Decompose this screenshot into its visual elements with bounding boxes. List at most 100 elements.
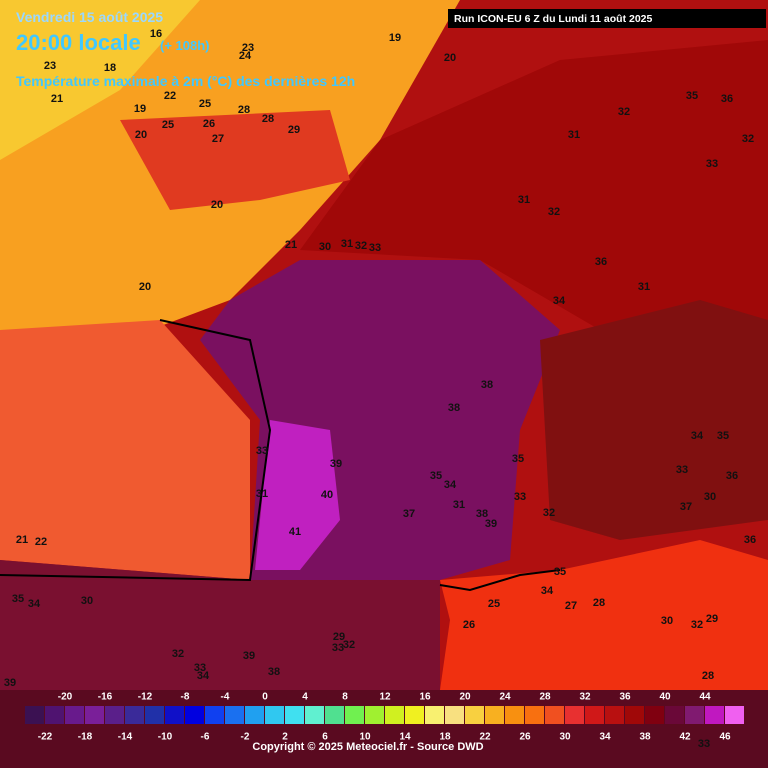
temperature-label: 19 [134, 103, 146, 115]
color-swatch [525, 706, 544, 724]
color-swatch [45, 706, 64, 724]
temperature-label: 36 [744, 534, 756, 546]
temperature-label: 38 [448, 402, 460, 414]
temperature-label: 39 [485, 518, 497, 530]
temperature-label: 30 [661, 615, 673, 627]
temperature-label: 32 [742, 133, 754, 145]
temperature-label: 26 [463, 619, 475, 631]
legend-label: -4 [221, 692, 230, 703]
temperature-label: 35 [12, 593, 24, 605]
temperature-label: 28 [262, 113, 274, 125]
legend-label: -2 [241, 732, 250, 743]
temperature-label: 20 [211, 199, 223, 211]
legend-label: 12 [379, 692, 391, 703]
color-swatch [325, 706, 344, 724]
color-swatch [645, 706, 664, 724]
temperature-label: 31 [256, 488, 268, 500]
temperature-label: 38 [481, 379, 493, 391]
temperature-label: 33 [514, 491, 526, 503]
temperature-label: 34 [444, 479, 457, 491]
color-swatch [445, 706, 464, 724]
legend-label: -12 [138, 692, 153, 703]
temperature-label: 21 [16, 534, 28, 546]
temperature-label: 31 [568, 129, 580, 141]
temperature-label: 22 [164, 90, 176, 102]
temperature-label: 20 [444, 52, 456, 64]
temperature-label: 28 [593, 597, 605, 609]
color-swatch [225, 706, 244, 724]
copyright: Copyright © 2025 Meteociel.fr - Source D… [252, 741, 483, 753]
temperature-label: 29 [333, 631, 345, 643]
parameter: Température maximale à 2m (°C) des derni… [16, 73, 355, 89]
legend-label: 0 [262, 692, 268, 703]
legend-label: 44 [699, 692, 711, 703]
temperature-label: 36 [721, 93, 733, 105]
legend-label: -20 [58, 692, 73, 703]
legend-label: -8 [181, 692, 190, 703]
temperature-label: 32 [172, 648, 184, 660]
temperature-label: 38 [476, 508, 488, 520]
temperature-label: 38 [268, 666, 280, 678]
legend-label: 38 [639, 732, 651, 743]
color-swatch [605, 706, 624, 724]
temperature-label: 32 [543, 507, 555, 519]
temperature-label: 31 [453, 499, 465, 511]
temperature-label: 37 [403, 508, 415, 520]
color-swatch [145, 706, 164, 724]
color-swatch [305, 706, 324, 724]
temperature-label: 39 [4, 677, 16, 689]
color-swatch [125, 706, 144, 724]
temperature-label: 29 [706, 613, 718, 625]
temperature-label: 22 [35, 536, 47, 548]
legend-label: -22 [38, 732, 53, 743]
temperature-label: 29 [288, 124, 300, 136]
color-swatch [365, 706, 384, 724]
temperature-label: 27 [212, 133, 224, 145]
color-swatch [505, 706, 524, 724]
legend-label: 16 [419, 692, 431, 703]
temperature-label: 37 [680, 501, 692, 513]
color-swatch [485, 706, 504, 724]
legend-label: 40 [659, 692, 671, 703]
color-swatch [385, 706, 404, 724]
legend-label: 34 [599, 732, 611, 743]
temperature-label: 23 [242, 42, 254, 54]
hot-core [255, 420, 340, 570]
temperature-label: 32 [691, 619, 703, 631]
temperature-label: 18 [104, 62, 116, 74]
legend-label: 36 [619, 692, 631, 703]
color-swatch [625, 706, 644, 724]
sea-cool [0, 0, 200, 160]
temperature-label: 35 [686, 90, 698, 102]
legend-label: 32 [579, 692, 591, 703]
color-swatch [165, 706, 184, 724]
mediterranean [440, 540, 768, 690]
color-swatch [85, 706, 104, 724]
alps [540, 300, 768, 540]
legend-label: -18 [78, 732, 93, 743]
temperature-label: 31 [638, 281, 650, 293]
color-swatch [425, 706, 444, 724]
color-swatch [565, 706, 584, 724]
temperature-label: 40 [321, 489, 333, 501]
legend-label: 18 [439, 732, 451, 743]
legend-label: 8 [342, 692, 348, 703]
legend-label: 26 [519, 732, 531, 743]
temperature-label: 26 [203, 118, 215, 130]
color-swatch [545, 706, 564, 724]
temperature-label: 36 [726, 470, 738, 482]
temperature-label: 33 [706, 158, 718, 170]
temperature-label: 20 [135, 129, 147, 141]
color-swatch [245, 706, 264, 724]
coastline [0, 319, 272, 582]
temperature-label: 24 [239, 50, 252, 62]
legend-label: 20 [459, 692, 471, 703]
color-swatch [405, 706, 424, 724]
temperature-label: 34 [691, 430, 704, 442]
temperature-label: 34 [197, 670, 210, 682]
legend-label: 24 [499, 692, 511, 703]
lead-time: (+ 108h) [160, 38, 210, 53]
color-swatch [185, 706, 204, 724]
temperature-label: 19 [389, 32, 401, 44]
